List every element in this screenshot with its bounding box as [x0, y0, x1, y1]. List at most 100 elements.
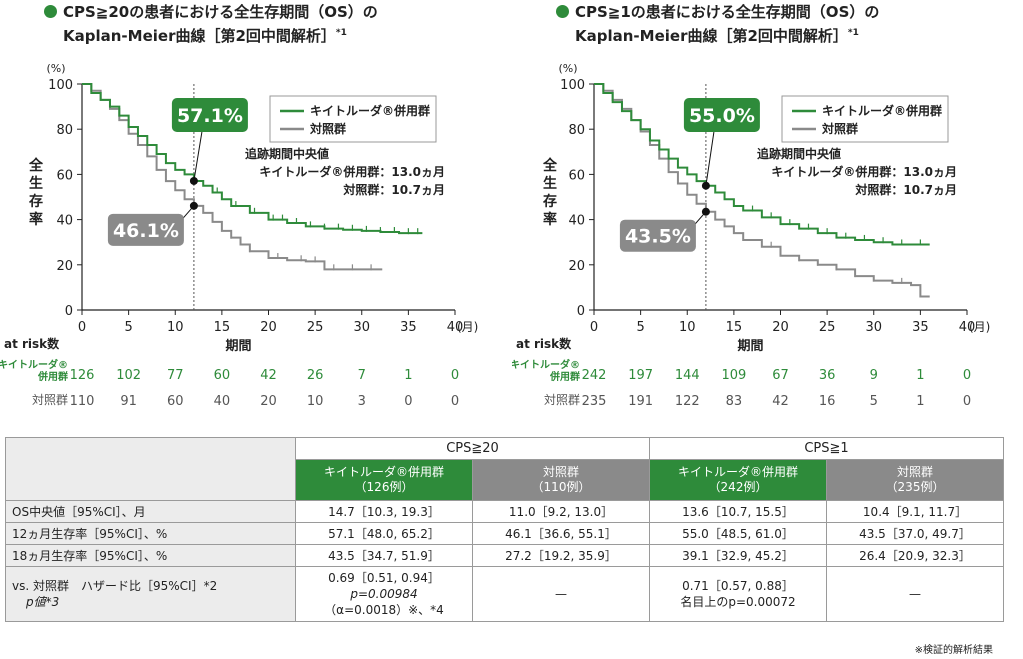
follow-up-keytruda: キイトルーダ®併用群：13.0ヵ月 — [771, 164, 957, 179]
arm-label: 対照群 — [542, 465, 579, 479]
alpha-value: （α=0.0018）※、*4 — [324, 603, 444, 617]
y-tick-label: 0 — [65, 304, 73, 319]
p-value-label: p値*3 — [26, 595, 60, 609]
follow-up-title: 追跡期間中央値 — [245, 146, 329, 161]
legend-label-keytruda: キイトルーダ®併用群 — [822, 103, 942, 118]
at-risk-value: 0 — [963, 368, 971, 383]
arm-label: キイトルーダ®併用群 — [323, 465, 444, 479]
p-value: p=0.00984 — [350, 587, 418, 601]
x-axis-title: 期間 — [737, 339, 763, 354]
table-row: OS中央値［95%CI］、月 14.7［10.3, 19.3］ 11.0［9.2… — [5, 500, 1004, 523]
table-cell: 0.69［0.51, 0.94］ p=0.00984 （α=0.0018）※、*… — [295, 566, 473, 622]
x-tick-label: 40 — [959, 320, 976, 335]
y-axis-title-char: 全 — [542, 157, 558, 174]
y-axis-title-char: 全 — [28, 157, 44, 174]
title-line1: CPS≧20の患者における全生存期間（OS）の — [63, 3, 378, 21]
control-callout-box — [107, 213, 184, 246]
at-risk-value: 5 — [870, 394, 878, 409]
at-risk-value: 20 — [260, 394, 277, 409]
x-tick-label: 30 — [353, 320, 370, 335]
y-axis-title-char: 率 — [29, 211, 43, 228]
arm-n: （242例） — [708, 480, 768, 494]
legend-box — [269, 95, 437, 143]
table-cell: — — [826, 566, 1004, 622]
at-risk-row-name: 対照群 — [544, 393, 580, 407]
hr-value: 0.71［0.57, 0.88］ — [682, 579, 794, 593]
y-tick-label: 20 — [56, 259, 73, 274]
chart-title: CPS≧1の患者における全生存期間（OS）の Kaplan-Meier曲線［第2… — [556, 2, 879, 47]
title-line2: Kaplan-Meier曲線［第2回中間解析］ — [575, 27, 848, 45]
x-tick-label: 25 — [819, 320, 836, 335]
arm-n: （235例） — [885, 480, 945, 494]
x-tick-label: 15 — [726, 320, 743, 335]
arm-header-control-cps20: 対照群 （110例） — [472, 459, 650, 501]
control-callout-box — [619, 219, 696, 252]
y-tick-label: 100 — [48, 78, 73, 93]
arm-header-control-cps1: 対照群 （235例） — [826, 459, 1004, 501]
at-risk-value: 1 — [916, 368, 924, 383]
y-tick-label: 80 — [568, 123, 585, 138]
at-risk-value: 9 — [870, 368, 878, 383]
follow-up-title: 追跡期間中央値 — [757, 146, 841, 161]
footnote: ※検証的解析結果 — [914, 645, 993, 656]
bullet-icon — [556, 5, 569, 18]
x-tick-label: 25 — [307, 320, 324, 335]
y-unit-label: (%) — [46, 62, 65, 75]
at-risk-value: 60 — [214, 368, 231, 383]
arm-label: 対照群 — [896, 465, 933, 479]
follow-up-control: 対照群：10.7ヵ月 — [342, 182, 445, 197]
y-tick-label: 0 — [577, 304, 585, 319]
arm-n: （126例） — [354, 480, 414, 494]
table-cell: 57.1［48.0, 65.2］ — [295, 522, 473, 545]
arm-label: キイトルーダ®併用群 — [677, 465, 798, 479]
at-risk-row-name: 併用群 — [549, 370, 580, 383]
at-risk-value: 235 — [582, 394, 607, 409]
table-cell: 10.4［9.1, 11.7］ — [826, 500, 1004, 523]
at-risk-value: 1 — [916, 394, 924, 409]
follow-up-control: 対照群：10.7ヵ月 — [854, 182, 957, 197]
x-unit-label: (月) — [969, 320, 990, 334]
at-risk-value: 60 — [167, 394, 184, 409]
legend-label-control: 対照群 — [309, 121, 346, 136]
arm-n: （110例） — [531, 480, 591, 494]
at-risk-value: 7 — [358, 368, 366, 383]
at-risk-value: 0 — [451, 394, 459, 409]
at-risk-value: 0 — [963, 394, 971, 409]
x-tick-label: 0 — [78, 320, 86, 335]
title-line1: CPS≧1の患者における全生存期間（OS）の — [575, 3, 880, 21]
x-unit-label: (月) — [457, 320, 478, 334]
y-axis-title-char: 生 — [543, 175, 557, 192]
at-risk-value: 67 — [772, 368, 789, 383]
at-risk-value: 144 — [675, 368, 700, 383]
at-risk-value: 109 — [721, 368, 746, 383]
group-header-cps20: CPS≧20 — [295, 437, 650, 460]
at-risk-value: 40 — [214, 394, 231, 409]
table-cell: 0.71［0.57, 0.88］ 名目上のp=0.00072 — [649, 566, 827, 622]
at-risk-value: 16 — [819, 394, 836, 409]
at-risk-value: 1 — [404, 368, 412, 383]
table-cell: 55.0［48.5, 61.0］ — [649, 522, 827, 545]
table-row: 12ヵ月生存率［95%CI］、% 57.1［48.0, 65.2］ 46.1［3… — [5, 522, 1004, 545]
legend-box — [781, 95, 949, 143]
table-cell: — — [472, 566, 650, 622]
km-panel-cps20: CPS≧20の患者における全生存期間（OS）の Kaplan-Meier曲線［第… — [0, 0, 510, 430]
follow-up-keytruda: キイトルーダ®併用群：13.0ヵ月 — [259, 164, 445, 179]
y-tick-label: 20 — [568, 259, 585, 274]
x-tick-label: 35 — [912, 320, 929, 335]
at-risk-value: 26 — [307, 368, 324, 383]
callout-leader — [705, 131, 715, 186]
keytruda-callout-value: 57.1% — [177, 105, 243, 127]
at-risk-value: 191 — [628, 394, 653, 409]
at-risk-value: 77 — [167, 368, 184, 383]
bullet-icon — [44, 5, 57, 18]
at-risk-row-name: 対照群 — [32, 393, 68, 407]
at-risk-value: 242 — [582, 368, 607, 383]
y-tick-label: 40 — [568, 214, 585, 229]
at-risk-value: 0 — [451, 368, 459, 383]
legend-label-keytruda: キイトルーダ®併用群 — [310, 103, 430, 118]
at-risk-value: 42 — [260, 368, 277, 383]
x-tick-label: 10 — [167, 320, 184, 335]
table-cell: 26.4［20.9, 32.3］ — [826, 544, 1004, 567]
